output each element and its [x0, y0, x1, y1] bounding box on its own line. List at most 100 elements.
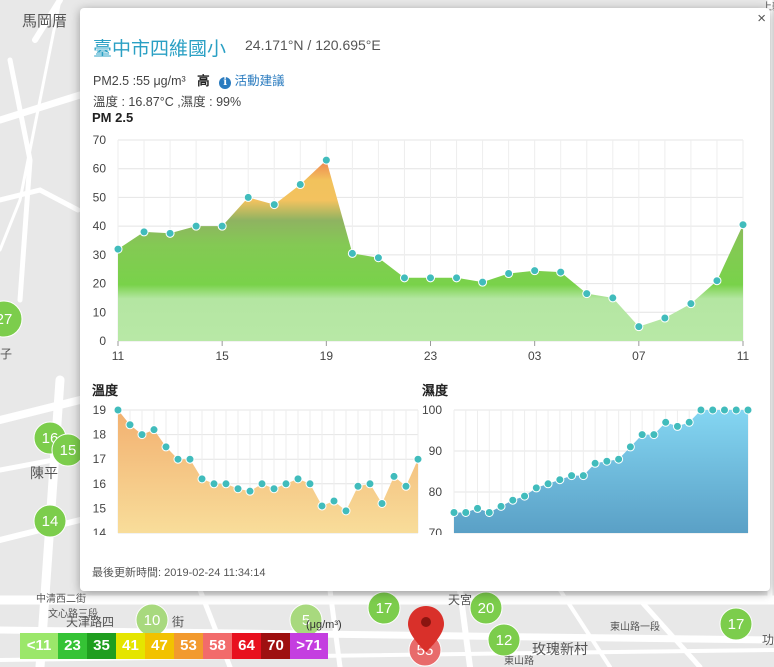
- data-point[interactable]: [317, 501, 327, 511]
- data-point[interactable]: [478, 277, 488, 287]
- data-point[interactable]: [305, 479, 315, 489]
- data-point[interactable]: [293, 474, 303, 484]
- station-marker[interactable]: 17: [367, 591, 401, 625]
- data-point[interactable]: [738, 220, 748, 230]
- station-marker[interactable]: 20: [469, 591, 503, 625]
- data-point[interactable]: [602, 456, 612, 466]
- data-point[interactable]: [614, 454, 624, 464]
- data-point[interactable]: [712, 276, 722, 286]
- data-point[interactable]: [637, 430, 647, 440]
- data-point[interactable]: [543, 479, 553, 489]
- station-marker[interactable]: 12: [487, 623, 521, 657]
- data-point[interactable]: [504, 269, 514, 279]
- data-point[interactable]: [185, 454, 195, 464]
- data-point[interactable]: [686, 299, 696, 309]
- data-point[interactable]: [245, 486, 255, 496]
- data-point[interactable]: [373, 253, 383, 263]
- data-point[interactable]: [449, 508, 459, 517]
- data-point[interactable]: [719, 405, 729, 415]
- data-point[interactable]: [590, 458, 600, 468]
- station-marker[interactable]: 27: [0, 300, 23, 338]
- data-point[interactable]: [660, 313, 670, 323]
- data-point[interactable]: [520, 491, 530, 501]
- data-point[interactable]: [209, 479, 219, 489]
- station-marker-circle[interactable]: [0, 300, 23, 338]
- station-popup: × 臺中市四維國小 24.171°N / 120.695°E PM2.5 :55…: [80, 8, 770, 591]
- info-icon[interactable]: i: [219, 77, 232, 89]
- temperature-chart[interactable]: 14 15 16 17 18 19: [80, 400, 425, 535]
- data-point[interactable]: [696, 405, 706, 415]
- data-point[interactable]: [426, 273, 435, 283]
- data-point[interactable]: [389, 471, 399, 481]
- station-marker-circle[interactable]: [469, 591, 503, 625]
- data-point[interactable]: [508, 495, 518, 505]
- data-point[interactable]: [555, 475, 565, 485]
- data-point[interactable]: [113, 405, 123, 415]
- data-point[interactable]: [452, 273, 462, 283]
- station-marker[interactable]: 10: [135, 603, 169, 637]
- data-point[interactable]: [269, 484, 279, 494]
- data-point[interactable]: [461, 508, 471, 517]
- data-point[interactable]: [161, 442, 171, 452]
- data-point[interactable]: [531, 483, 541, 493]
- data-point[interactable]: [608, 293, 618, 303]
- data-point[interactable]: [365, 479, 375, 489]
- data-point[interactable]: [649, 430, 659, 440]
- data-point[interactable]: [484, 508, 494, 517]
- data-point[interactable]: [582, 289, 592, 299]
- station-marker-value: 17: [728, 616, 745, 633]
- data-point[interactable]: [496, 501, 506, 511]
- data-point[interactable]: [731, 405, 741, 415]
- data-point[interactable]: [125, 420, 135, 430]
- data-point[interactable]: [149, 425, 159, 435]
- data-point[interactable]: [625, 442, 635, 452]
- map-pin-icon[interactable]: [408, 606, 444, 652]
- data-point[interactable]: [321, 155, 331, 165]
- data-point[interactable]: [672, 421, 682, 431]
- humidity-chart[interactable]: 70 80 90 100: [415, 400, 770, 535]
- data-point[interactable]: [377, 498, 387, 508]
- station-marker-circle[interactable]: [367, 591, 401, 625]
- data-point[interactable]: [137, 430, 147, 440]
- data-point[interactable]: [233, 484, 243, 494]
- data-point[interactable]: [217, 221, 227, 231]
- data-point[interactable]: [113, 244, 123, 254]
- station-marker[interactable]: 14: [33, 504, 67, 538]
- data-point[interactable]: [413, 454, 423, 464]
- activity-advice-link[interactable]: 活動建議: [234, 74, 285, 88]
- data-point[interactable]: [243, 192, 253, 202]
- data-point[interactable]: [708, 405, 718, 415]
- data-point[interactable]: [329, 496, 339, 506]
- data-point[interactable]: [353, 481, 363, 491]
- data-point[interactable]: [347, 248, 357, 258]
- data-point[interactable]: [684, 417, 694, 427]
- data-point[interactable]: [295, 180, 305, 190]
- data-point[interactable]: [567, 471, 577, 481]
- data-point[interactable]: [578, 471, 588, 481]
- data-point[interactable]: [401, 481, 411, 491]
- station-marker[interactable]: 17: [719, 607, 753, 641]
- data-point[interactable]: [556, 267, 566, 277]
- data-point[interactable]: [634, 322, 644, 332]
- data-point[interactable]: [173, 454, 183, 464]
- station-marker-circle[interactable]: [719, 607, 753, 641]
- data-point[interactable]: [341, 506, 351, 516]
- data-point[interactable]: [743, 405, 753, 415]
- data-point[interactable]: [269, 200, 279, 210]
- data-point[interactable]: [165, 228, 175, 238]
- data-point[interactable]: [257, 479, 267, 489]
- data-point[interactable]: [221, 479, 231, 489]
- close-icon[interactable]: ×: [757, 10, 766, 27]
- data-point[interactable]: [139, 227, 149, 237]
- data-point[interactable]: [197, 474, 207, 484]
- data-point[interactable]: [191, 221, 201, 231]
- data-point[interactable]: [530, 266, 540, 276]
- station-marker-circle[interactable]: [33, 504, 67, 538]
- data-point[interactable]: [281, 479, 291, 489]
- station-marker-circle[interactable]: [487, 623, 521, 657]
- data-point[interactable]: [661, 417, 671, 427]
- station-marker[interactable]: 15: [51, 433, 85, 467]
- data-point[interactable]: [399, 273, 409, 283]
- data-point[interactable]: [473, 503, 483, 513]
- pm25-chart[interactable]: 0 10 20 30 40 50 60 70 11 15 19 23 03 07 11: [80, 130, 770, 378]
